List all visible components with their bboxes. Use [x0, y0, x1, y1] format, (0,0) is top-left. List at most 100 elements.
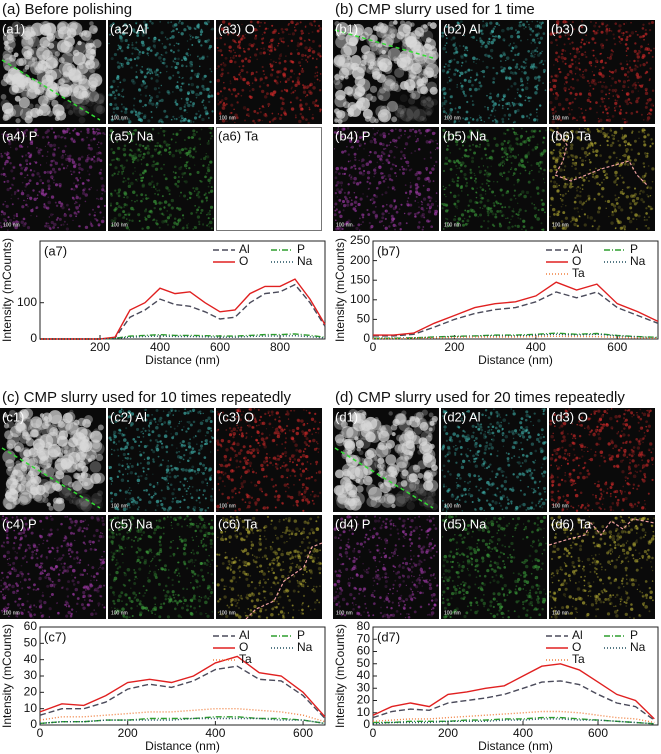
texture-dot — [400, 203, 403, 206]
texture-dot — [153, 184, 155, 186]
texture-dot — [101, 192, 104, 195]
texture-dot — [74, 184, 78, 188]
texture-dot — [530, 52, 532, 55]
texture-dot — [74, 473, 81, 480]
texture-dot — [306, 61, 309, 63]
texture-dot — [641, 27, 645, 30]
texture-dot — [128, 229, 130, 231]
texture-dot — [54, 135, 57, 138]
texture-dot — [343, 191, 346, 194]
texture-dot — [170, 118, 173, 121]
texture-dot — [184, 488, 186, 490]
texture-dot — [442, 185, 445, 188]
texture-dot — [20, 191, 25, 196]
texture-dot — [149, 209, 153, 213]
texture-dot — [122, 170, 125, 172]
texture-dot — [366, 170, 371, 175]
texture-dot — [136, 31, 140, 35]
texture-dot — [54, 136, 57, 140]
texture-dot — [222, 103, 226, 107]
texture-dot — [256, 48, 259, 51]
texture-dot — [185, 167, 188, 170]
texture-dot — [290, 20, 294, 24]
texture-dot — [509, 198, 513, 201]
texture-dot — [612, 137, 616, 141]
texture-dot — [94, 211, 96, 214]
texture-dot — [601, 127, 605, 130]
texture-dot — [288, 22, 291, 25]
texture-dot — [185, 65, 188, 68]
texture-dot — [617, 79, 620, 81]
texture-dot — [489, 113, 492, 117]
texture-dot — [156, 144, 159, 147]
texture-dot — [198, 506, 201, 509]
texture-dot — [147, 147, 151, 151]
texture-dot — [208, 127, 211, 130]
texture-dot — [120, 110, 123, 113]
texture-dot — [318, 44, 322, 48]
texture-dot — [210, 189, 214, 193]
texture-dot — [350, 204, 352, 207]
texture-dot — [113, 449, 116, 452]
texture-dot — [86, 156, 90, 161]
texture-dot — [62, 463, 72, 474]
texture-dot — [152, 473, 154, 475]
texture-dot — [645, 61, 649, 64]
texture-dot — [119, 62, 122, 65]
texture-dot — [646, 194, 648, 196]
texture-dot — [90, 454, 96, 460]
texture-dot — [170, 49, 173, 52]
texture-dot — [483, 75, 485, 78]
texture-dot — [16, 128, 19, 131]
texture-dot — [480, 157, 483, 160]
texture-dot — [27, 182, 30, 185]
texture-dot — [265, 114, 268, 116]
texture-dot — [442, 169, 446, 173]
texture-dot — [382, 179, 386, 183]
texture-dot — [372, 128, 374, 130]
texture-dot — [507, 118, 510, 120]
texture-dot — [128, 213, 131, 216]
texture-dot — [525, 95, 527, 98]
texture-dot — [205, 39, 209, 44]
texture-dot — [457, 217, 462, 221]
texture-dot — [175, 61, 180, 66]
texture-dot — [261, 105, 265, 108]
texture-dot — [88, 188, 91, 191]
texture-dot — [109, 491, 113, 495]
texture-dot — [356, 63, 364, 71]
texture-dot — [531, 29, 535, 33]
texture-dot — [502, 95, 506, 98]
texture-dot — [646, 99, 649, 102]
texture-dot — [477, 87, 481, 91]
texture-dot — [462, 90, 465, 94]
texture-dot — [614, 109, 617, 112]
texture-dot — [464, 94, 467, 98]
texture-dot — [158, 465, 160, 467]
texture-dot — [527, 136, 530, 140]
texture-dot — [466, 100, 469, 104]
texture-dot — [11, 37, 16, 43]
texture-dot — [383, 174, 386, 178]
texture-dot — [629, 206, 633, 210]
texture-dot — [296, 22, 299, 26]
texture-dot — [114, 189, 117, 192]
texture-dot — [207, 217, 210, 220]
texture-dot — [47, 187, 51, 191]
texture-dot — [79, 177, 82, 179]
texture-dot — [533, 38, 536, 41]
texture-dot — [564, 50, 567, 52]
texture-dot — [559, 197, 562, 200]
texture-dot — [400, 150, 403, 154]
texture-dot — [608, 70, 611, 73]
texture-dot — [346, 146, 348, 148]
texture-dot — [89, 21, 94, 26]
texture-dot — [579, 45, 583, 49]
texture-dot — [262, 70, 265, 73]
texture-dot — [226, 120, 228, 122]
texture-dot — [581, 159, 585, 163]
texture-dot — [53, 182, 55, 184]
texture-dot — [125, 213, 128, 216]
texture-dot — [422, 197, 427, 201]
texture-dot — [525, 190, 530, 195]
